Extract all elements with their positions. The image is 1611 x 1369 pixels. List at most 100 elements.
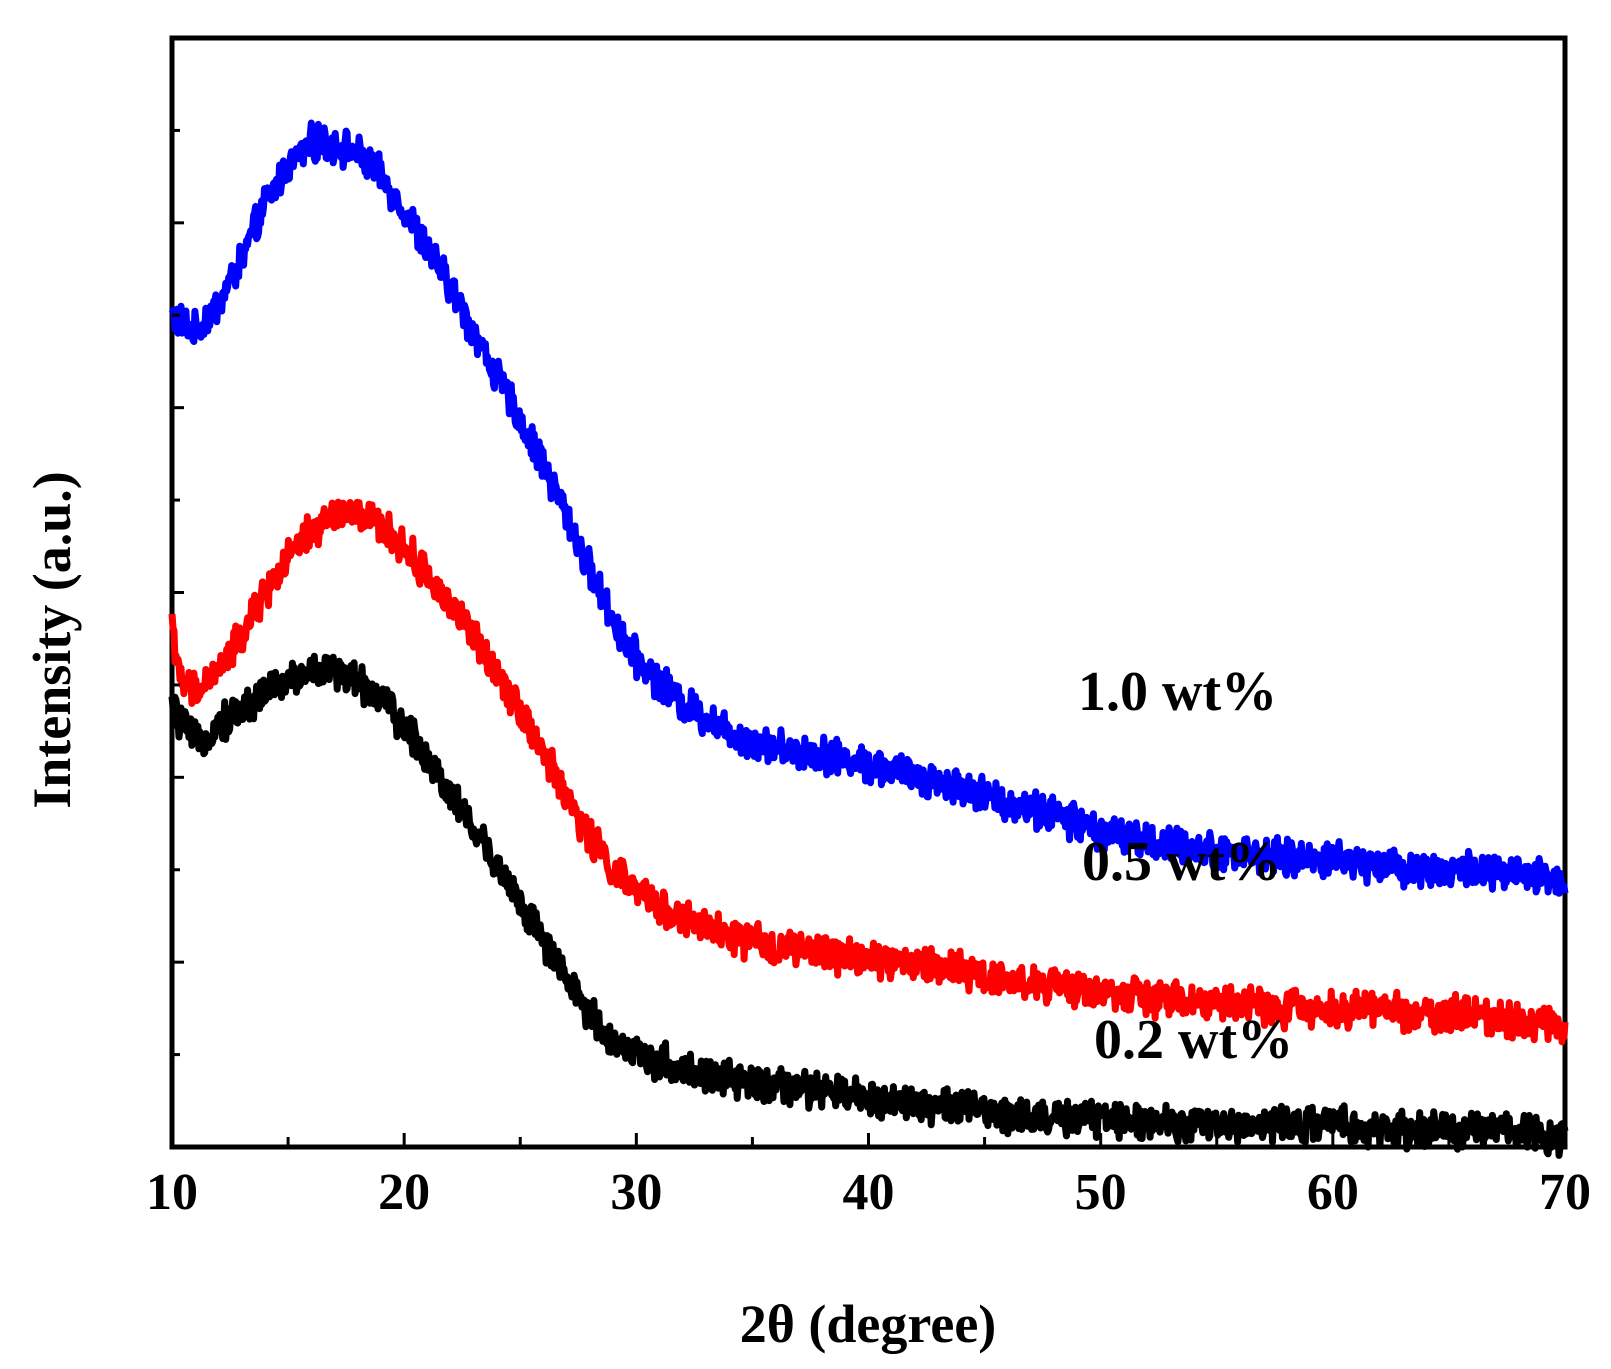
- data-point: [634, 1051, 638, 1055]
- data-point: [240, 258, 244, 262]
- data-point: [309, 141, 313, 145]
- data-point: [1424, 1128, 1428, 1132]
- data-point: [1052, 812, 1056, 816]
- data-point: [1331, 1123, 1335, 1127]
- data-point: [588, 1012, 592, 1016]
- data-point: [1470, 1012, 1474, 1016]
- data-point: [820, 951, 824, 955]
- data-point: [611, 1040, 615, 1044]
- data-point: [1052, 1117, 1056, 1121]
- data-point: [959, 785, 963, 789]
- data-point: [727, 934, 731, 938]
- data-point: [402, 724, 406, 728]
- data-point: [727, 729, 731, 733]
- data-point: [263, 591, 267, 595]
- data-point: [472, 829, 476, 833]
- data-point: [193, 740, 197, 744]
- data-point: [611, 868, 615, 872]
- data-point: [286, 164, 290, 168]
- data-point: [611, 618, 615, 622]
- data-point: [1377, 1006, 1381, 1010]
- x-tick-labels: 10 20 30 40 50 60 70: [146, 1164, 1591, 1221]
- data-point: [588, 568, 592, 572]
- data-point: [681, 1067, 685, 1071]
- series-label: 0.2 wt%: [1094, 1009, 1293, 1071]
- data-point: [216, 302, 220, 306]
- data-point: [333, 141, 337, 145]
- data-point: [402, 208, 406, 212]
- data-point: [1145, 1117, 1149, 1121]
- data-point: [1517, 873, 1521, 877]
- data-point: [727, 1079, 731, 1083]
- data-point: [518, 419, 522, 423]
- data-point: [263, 202, 267, 206]
- ticks-layer: [170, 128, 1567, 1147]
- series-labels: 1.0 wt% 0.5 wt% 0.2 wt%: [1078, 661, 1293, 1071]
- series-line-1-0-wt: [168, 119, 1569, 897]
- data-point: [170, 613, 174, 617]
- data-point: [356, 152, 360, 156]
- data-point: [1006, 979, 1010, 983]
- data-point: [170, 707, 174, 711]
- series-layer: [168, 119, 1569, 1159]
- data-point: [309, 530, 313, 534]
- x-tick-label: 30: [610, 1164, 662, 1221]
- data-point: [867, 957, 871, 961]
- data-point: [1238, 1001, 1242, 1005]
- data-point: [495, 374, 499, 378]
- data-point: [1331, 1006, 1335, 1010]
- data-point: [913, 962, 917, 966]
- data-point: [1563, 1023, 1567, 1027]
- data-point: [402, 546, 406, 550]
- data-point: [240, 635, 244, 639]
- y-axis-title: Intensity (a.u.): [22, 471, 82, 809]
- data-point: [1284, 857, 1288, 861]
- data-point: [588, 835, 592, 839]
- data-point: [356, 679, 360, 683]
- data-point: [1192, 1001, 1196, 1005]
- data-point: [565, 513, 569, 517]
- data-point: [425, 757, 429, 761]
- data-point: [1052, 984, 1056, 988]
- data-point: [356, 513, 360, 517]
- data-point: [1006, 1112, 1010, 1116]
- data-point: [472, 635, 476, 639]
- series-label: 1.0 wt%: [1078, 661, 1277, 723]
- data-point: [1145, 995, 1149, 999]
- data-point: [449, 286, 453, 290]
- data-point: [1331, 857, 1335, 861]
- data-point: [472, 330, 476, 334]
- x-tick-label: 50: [1075, 1164, 1127, 1221]
- data-point: [495, 862, 499, 866]
- data-point: [216, 724, 220, 728]
- data-point: [1470, 1128, 1474, 1132]
- data-point: [425, 574, 429, 578]
- data-point: [449, 790, 453, 794]
- data-point: [1517, 1018, 1521, 1022]
- data-point: [1284, 1123, 1288, 1127]
- data-point: [177, 679, 181, 683]
- data-point: [286, 679, 290, 683]
- data-point: [542, 940, 546, 944]
- data-point: [240, 707, 244, 711]
- data-point: [565, 979, 569, 983]
- data-point: [867, 762, 871, 766]
- data-point: [379, 524, 383, 528]
- data-point: [774, 746, 778, 750]
- data-point: [1424, 1012, 1428, 1016]
- x-tick-label: 70: [1539, 1164, 1591, 1221]
- data-point: [309, 668, 313, 672]
- data-point: [518, 707, 522, 711]
- data-point: [379, 175, 383, 179]
- data-point: [913, 1101, 917, 1105]
- data-point: [959, 1106, 963, 1110]
- data-point: [542, 751, 546, 755]
- data-point: [1424, 868, 1428, 872]
- data-point: [1517, 1128, 1521, 1132]
- data-point: [681, 701, 685, 705]
- data-point: [216, 668, 220, 672]
- data-point: [425, 247, 429, 251]
- data-point: [959, 968, 963, 972]
- data-point: [333, 513, 337, 517]
